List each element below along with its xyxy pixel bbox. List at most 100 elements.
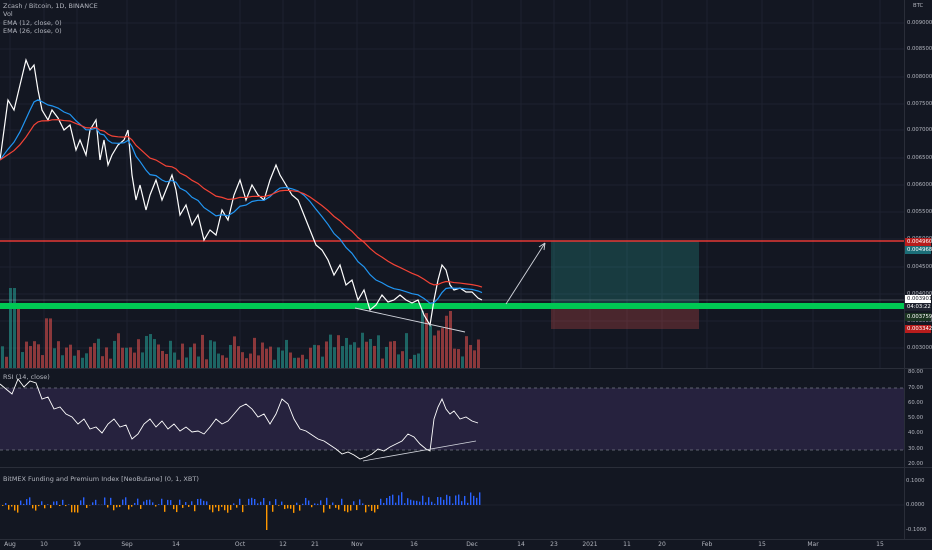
volume-bar [165,353,168,368]
time-tick-label: 20 [658,541,666,548]
volume-bar [465,336,468,368]
funding-legend[interactable]: BitMEX Funding and Premium Index [NeoBut… [3,475,199,483]
indicator-vol[interactable]: Vol [3,10,13,19]
rsi-chart-canvas[interactable] [0,369,904,467]
funding-bar [8,505,10,510]
chart-legend: Zcash / Bitcoin, 1D, BINANCE Vol EMA (12… [3,2,98,36]
time-tick-label: 23 [550,541,558,548]
funding-bar [254,498,256,505]
arrow-head-icon [538,242,546,251]
volume-bar [93,343,96,368]
funding-bar [416,500,418,505]
rsi-pane[interactable] [0,369,904,467]
funding-bar [335,505,337,508]
funding-bar [389,495,391,505]
funding-bar [17,505,19,513]
funding-chart-canvas[interactable] [0,468,904,539]
funding-bar [20,500,22,505]
funding-bar [284,505,286,510]
funding-bar [329,505,331,509]
funding-bar [422,495,424,505]
price-chart-pane[interactable] [0,0,904,368]
pane-divider[interactable] [0,368,932,369]
funding-bar [188,505,190,507]
funding-bar [446,494,448,505]
funding-bar [14,505,16,511]
indicator-ema26[interactable]: EMA (26, close, 0) [3,27,62,36]
volume-bar [333,347,336,368]
rsi-tick-label: 50.00 [908,415,924,421]
volume-bar [209,340,212,368]
pane-divider[interactable] [0,467,932,468]
rsi-legend[interactable]: RSI (14, close) [3,373,50,381]
funding-bar [332,502,334,505]
volume-bar [309,347,312,368]
time-tick-label: Sep [121,541,133,548]
price-tick-label: 0.006000 [907,182,932,188]
funding-bar [44,505,46,509]
volume-bar [397,354,400,368]
indicator-ema12[interactable]: EMA (12, close, 0) [3,18,62,27]
funding-bar [386,498,388,505]
funding-bar [356,505,358,511]
volume-bar [461,356,464,368]
funding-tick-label: 0.0000 [906,502,925,508]
volume-bar [65,347,68,368]
funding-bar [269,501,271,505]
symbol-title[interactable]: Zcash / Bitcoin, 1D, BINANCE [3,2,98,10]
time-tick-label: Oct [234,541,246,548]
time-tick-label: Dec [466,541,478,548]
funding-bar [95,499,97,505]
volume-bar [25,341,28,368]
volume-bar [73,355,76,368]
funding-bar [344,505,346,512]
volume-bar [141,352,144,368]
volume-bar [261,342,264,368]
volume-bar [21,352,24,368]
rsi-band [0,388,904,450]
time-tick-label: 14 [517,541,525,548]
volume-bar [177,359,180,368]
time-tick-label: 11 [623,541,631,548]
funding-bar [227,505,229,513]
price-chart-canvas[interactable] [0,0,904,368]
funding-bar [443,499,445,505]
volume-bar [245,358,248,368]
funding-bar [209,505,211,510]
volume-bar [321,356,324,368]
funding-bar [410,499,412,505]
volume-bar [97,338,100,368]
volume-bar [145,335,148,368]
volume-bar [53,348,56,368]
funding-pane[interactable] [0,468,904,539]
price-axis[interactable] [904,0,932,539]
funding-bar [143,501,145,505]
funding-bar [167,499,169,505]
price-tick-label: 0.009000 [907,20,932,26]
price-tag: 04:03:22 [905,303,931,311]
funding-bar [401,492,403,505]
funding-bar [428,497,430,505]
volume-bar [241,352,244,368]
volume-bar [69,344,72,368]
funding-bar [56,501,58,505]
volume-bar [185,357,188,368]
funding-bar [272,505,274,512]
funding-bar [242,505,244,513]
projection-arrow [505,242,546,305]
volume-bar [433,335,436,368]
price-tick-label: 0.003500 [907,318,932,324]
funding-bar [107,505,109,508]
position-loss-zone [551,307,699,329]
funding-bar [149,499,151,505]
volume-bar [217,353,220,368]
price-tick-label: 0.008000 [907,74,932,80]
funding-bar [326,497,328,505]
funding-bar [434,503,436,505]
volume-bar [389,341,392,368]
funding-bar [23,503,25,505]
funding-bar [278,505,280,506]
funding-bar [467,502,469,505]
volume-bar [349,344,352,368]
funding-bar [350,505,352,511]
